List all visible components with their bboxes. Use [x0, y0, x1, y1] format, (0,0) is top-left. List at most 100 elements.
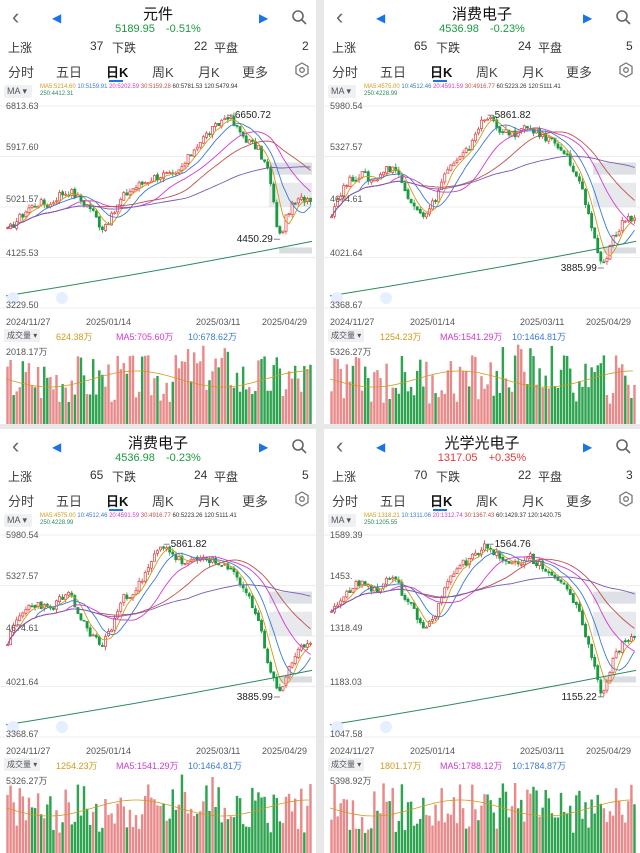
tab-period[interactable]: 周K — [152, 494, 174, 509]
next-stock-icon[interactable]: ▶ — [259, 11, 269, 25]
volume-bar — [373, 791, 376, 853]
volume-bar — [278, 368, 282, 424]
prev-stock-icon[interactable]: ◀ — [52, 440, 62, 454]
candle-body — [238, 126, 242, 133]
tab-period[interactable]: 分时 — [332, 494, 359, 509]
period-tabs: 分时 五日 日K 周K 月K 更多 — [0, 487, 316, 513]
candle-body — [205, 132, 208, 138]
gear-icon[interactable] — [618, 62, 634, 78]
volume-bar — [208, 380, 211, 424]
volume-bar — [449, 814, 453, 853]
candle-body — [391, 166, 395, 173]
next-stock-icon[interactable]: ▶ — [583, 11, 593, 25]
kline-chart[interactable]: 1564.76 1155.22 — [324, 529, 640, 757]
candle-body — [547, 136, 551, 142]
tab-period[interactable]: 五日 — [380, 65, 407, 80]
tab-period[interactable]: 分时 — [8, 494, 35, 509]
tab-period[interactable]: 分时 — [8, 65, 35, 80]
candle-body — [94, 634, 98, 638]
volume-legend: 成交量 ▾ 1254.23万 MA5:1541.29万 10:1464.81万 — [0, 758, 316, 772]
candle-body — [165, 547, 169, 550]
moving-average-line — [7, 584, 311, 645]
volume-bar — [535, 384, 538, 424]
back-chevron-icon[interactable]: ‹ — [336, 433, 344, 458]
volume-bar — [578, 381, 581, 424]
tab-period[interactable]: 月K — [198, 65, 220, 80]
kline-chart[interactable]: 6650.72 4450.29 — [0, 100, 316, 328]
back-chevron-icon[interactable]: ‹ — [336, 4, 344, 29]
search-icon[interactable] — [615, 9, 631, 25]
next-stock-icon[interactable]: ▶ — [259, 440, 269, 454]
candle-body — [397, 579, 401, 583]
volume-bar — [128, 356, 132, 424]
candle-body — [128, 597, 132, 599]
back-chevron-icon[interactable]: ‹ — [12, 4, 20, 29]
tab-period[interactable]: 五日 — [56, 494, 83, 509]
volume-bar — [562, 811, 566, 853]
candle-body — [85, 621, 89, 629]
next-stock-icon[interactable]: ▶ — [583, 440, 593, 454]
prev-stock-icon[interactable]: ◀ — [376, 440, 386, 454]
tab-period[interactable]: 周K — [152, 65, 174, 80]
candle-body — [263, 159, 266, 162]
volume-bar — [532, 786, 535, 853]
volume-dropdown[interactable]: 成交量 ▾ — [4, 758, 41, 771]
candle-body — [354, 581, 358, 589]
volume-bar — [85, 808, 89, 853]
search-icon[interactable] — [291, 438, 307, 454]
tab-period[interactable]: 五日 — [380, 494, 407, 509]
volume-dropdown[interactable]: 成交量 ▾ — [328, 329, 365, 342]
ma-dropdown[interactable]: MA ▾ — [328, 514, 356, 527]
volume-bar — [575, 795, 578, 853]
gear-icon[interactable] — [618, 491, 634, 507]
support-zone — [279, 247, 312, 254]
volume-bar — [140, 356, 144, 424]
prev-stock-icon[interactable]: ◀ — [376, 11, 386, 25]
tab-period[interactable]: 更多 — [566, 65, 593, 80]
search-icon[interactable] — [291, 9, 307, 25]
ma-dropdown[interactable]: MA ▾ — [328, 85, 356, 98]
tab-period[interactable]: 日K — [430, 65, 453, 80]
tab-period[interactable]: 五日 — [56, 65, 83, 80]
candle-body — [421, 212, 425, 217]
tab-period[interactable]: 日K — [106, 494, 129, 509]
volume-bar — [116, 803, 119, 853]
candle-body — [461, 152, 465, 157]
tab-period[interactable]: 更多 — [242, 494, 269, 509]
tab-period[interactable]: 分时 — [332, 65, 359, 80]
moving-average-line — [331, 548, 635, 684]
ma-dropdown[interactable]: MA ▾ — [4, 514, 32, 527]
candle-body — [363, 581, 367, 586]
tab-period[interactable]: 更多 — [242, 65, 269, 80]
tab-period[interactable]: 更多 — [566, 494, 593, 509]
candle-body — [532, 553, 535, 564]
gear-icon[interactable] — [294, 62, 310, 78]
volume-bar — [162, 803, 165, 853]
volume-bar — [269, 390, 272, 424]
candle-body — [620, 220, 624, 232]
tab-period[interactable]: 月K — [522, 494, 544, 509]
candle-body — [623, 640, 627, 643]
volume-bar — [244, 826, 248, 853]
kline-chart[interactable]: 5861.82 3885.99 — [0, 529, 316, 757]
ma-dropdown[interactable]: MA ▾ — [4, 85, 32, 98]
prev-stock-icon[interactable]: ◀ — [52, 11, 62, 25]
tab-period[interactable]: 月K — [198, 494, 220, 509]
volume-bar — [205, 785, 208, 853]
gear-icon[interactable] — [294, 491, 310, 507]
candle-body — [272, 671, 276, 678]
tab-period[interactable]: 日K — [106, 65, 129, 80]
volume-dropdown[interactable]: 成交量 ▾ — [328, 758, 365, 771]
tab-period[interactable]: 周K — [476, 494, 498, 509]
volume-dropdown[interactable]: 成交量 ▾ — [4, 329, 41, 342]
candle-body — [431, 200, 434, 210]
search-icon[interactable] — [615, 438, 631, 454]
back-chevron-icon[interactable]: ‹ — [12, 433, 20, 458]
resistance-zone — [269, 611, 312, 636]
tab-period[interactable]: 日K — [430, 494, 453, 509]
volume-bar — [550, 813, 554, 853]
kline-chart[interactable]: 5861.82 3885.99 — [324, 100, 640, 328]
candle-body — [541, 560, 545, 570]
tab-period[interactable]: 周K — [476, 65, 498, 80]
tab-period[interactable]: 月K — [522, 65, 544, 80]
